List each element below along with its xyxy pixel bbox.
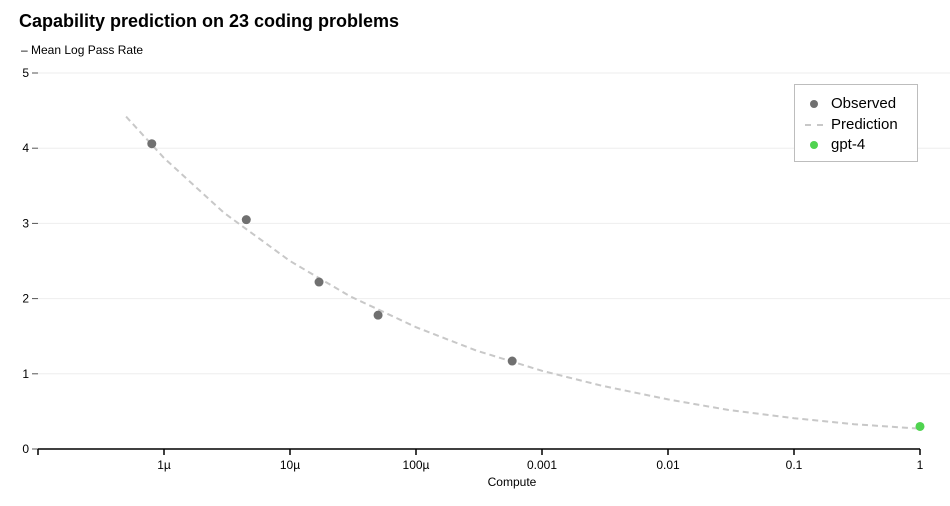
legend-label-observed: Observed [831, 95, 897, 112]
chart-legend: Observed Prediction gpt-4 [794, 84, 918, 162]
y-axis-label: – Mean Log Pass Rate [21, 43, 144, 57]
x-tick-label: 100µ [403, 458, 430, 472]
y-tick-label: 4 [22, 141, 29, 155]
y-tick-label: 1 [22, 367, 29, 381]
observed-point [507, 356, 517, 366]
legend-item-observed: Observed [795, 94, 896, 114]
y-tick-label: 2 [22, 292, 29, 306]
observed-point [373, 310, 383, 320]
legend-marker-gpt4 [810, 141, 818, 149]
x-tick-label: 0.01 [656, 458, 680, 472]
legend-item-gpt4: gpt-4 [795, 135, 865, 155]
legend-label-prediction: Prediction [831, 116, 898, 133]
y-tick-label: 3 [22, 216, 29, 230]
legend-label-gpt4: gpt-4 [831, 136, 866, 153]
chart-title: Capability prediction on 23 coding probl… [19, 11, 400, 31]
legend-marker-prediction [805, 124, 823, 126]
legend-marker-observed [810, 100, 818, 108]
observed-point [147, 139, 157, 149]
x-tick-label: 1 [917, 458, 924, 472]
observed-point [314, 277, 324, 287]
x-tick-label: 0.001 [527, 458, 557, 472]
gpt4-point [915, 421, 925, 431]
x-tick-label: 10µ [280, 458, 300, 472]
y-tick-label: 0 [22, 442, 29, 456]
x-axis-label: Compute [488, 475, 537, 489]
legend-item-prediction: Prediction [795, 115, 898, 135]
observed-point [241, 215, 251, 225]
x-tick-label: 0.1 [786, 458, 803, 472]
x-tick-label: 1µ [157, 458, 171, 472]
prediction-line [125, 115, 921, 430]
y-tick-label: 5 [22, 66, 29, 80]
